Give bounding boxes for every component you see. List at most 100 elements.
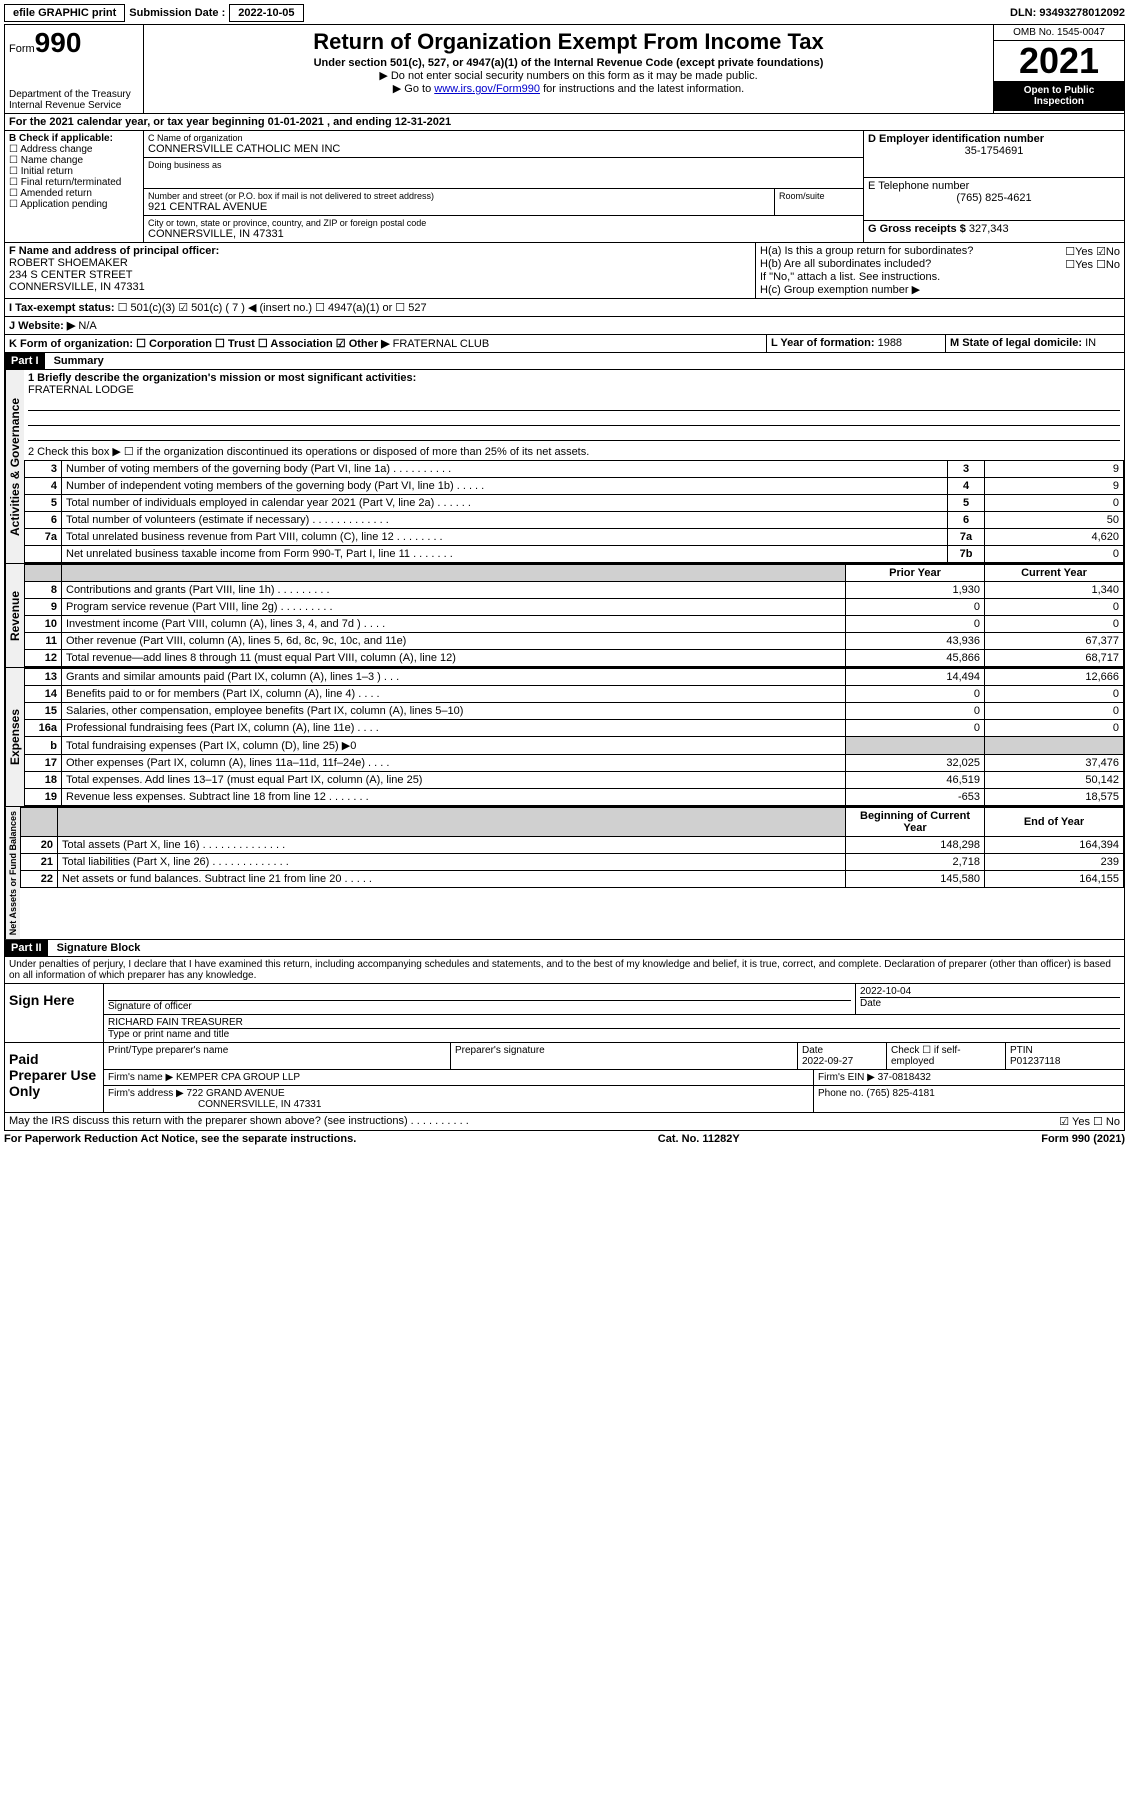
form-title: Return of Organization Exempt From Incom… [148, 29, 989, 55]
section-l-label: L Year of formation: [771, 337, 875, 349]
chk-name[interactable]: Name change [9, 155, 139, 166]
table-row: 11Other revenue (Part VIII, column (A), … [25, 633, 1124, 650]
chk-pending[interactable]: Application pending [9, 199, 139, 210]
table-row: 16aProfessional fundraising fees (Part I… [25, 720, 1124, 737]
period-begin: 01-01-2021 [268, 116, 324, 128]
vlabel-gov: Activities & Governance [5, 370, 24, 563]
period-text: For the 2021 calendar year, or tax year … [9, 116, 268, 128]
street: 921 CENTRAL AVENUE [148, 201, 770, 213]
chk-address[interactable]: Address change [9, 144, 139, 155]
submission-date: 2022-10-05 [229, 4, 303, 22]
org-name: CONNERSVILLE CATHOLIC MEN INC [148, 143, 859, 155]
chk-final[interactable]: Final return/terminated [9, 177, 139, 188]
section-j-label: J Website: ▶ [9, 320, 75, 332]
chk-amended[interactable]: Amended return [9, 188, 139, 199]
activities-governance: Activities & Governance 1 Briefly descri… [4, 370, 1125, 564]
street-label: Number and street (or P.O. box if mail i… [148, 191, 770, 201]
officer-city: CONNERSVILLE, IN 47331 [9, 281, 751, 293]
section-c-label: C Name of organization [148, 133, 859, 143]
firm-addr1: 722 GRAND AVENUE [187, 1088, 285, 1099]
table-row: 21Total liabilities (Part X, line 26) . … [21, 854, 1124, 871]
prep-name-label: Print/Type preparer's name [104, 1043, 451, 1069]
table-row: 7aTotal unrelated business revenue from … [25, 529, 1124, 546]
officer-group-row: F Name and address of principal officer:… [4, 243, 1125, 299]
section-b-label: B Check if applicable: [9, 133, 139, 144]
prep-date-label: Date [802, 1045, 882, 1056]
phone: (765) 825-4621 [868, 192, 1120, 204]
tax-period-row: For the 2021 calendar year, or tax year … [4, 114, 1125, 131]
open-public-1: Open to Public [996, 85, 1122, 96]
officer-printed: RICHARD FAIN TREASURER [108, 1017, 1120, 1028]
table-row: 5Total number of individuals employed in… [25, 495, 1124, 512]
form-word: Form [9, 43, 35, 55]
may-irs-text: May the IRS discuss this return with the… [9, 1115, 469, 1128]
table-header-row: Prior YearCurrent Year [25, 565, 1124, 582]
dln: DLN: 93493278012092 [1010, 7, 1125, 19]
note2-pre: ▶ Go to [393, 83, 434, 95]
form-number: 990 [35, 27, 82, 58]
table-row: 10Investment income (Part VIII, column (… [25, 616, 1124, 633]
section-i-label: I Tax-exempt status: [9, 302, 115, 314]
declaration: Under penalties of perjury, I declare th… [4, 957, 1125, 984]
firm-name: KEMPER CPA GROUP LLP [176, 1072, 300, 1083]
officer-type-label: Type or print name and title [108, 1028, 1120, 1040]
section-k-label: K Form of organization: ☐ Corporation ☐ … [9, 338, 390, 350]
hb-answer: ☐Yes ☐No [1065, 258, 1120, 271]
dln-label: DLN: [1010, 7, 1036, 19]
section-i-opts: ☐ 501(c)(3) ☑ 501(c) ( 7 ) ◀ (insert no.… [118, 302, 427, 314]
table-row: Net unrelated business taxable income fr… [25, 546, 1124, 563]
part1-title: Summary [48, 353, 110, 369]
signature-block: Sign Here Signature of officer 2022-10-0… [4, 984, 1125, 1113]
form-subtitle: Under section 501(c), 527, or 4947(a)(1)… [148, 57, 989, 69]
governance-table: 3Number of voting members of the governi… [24, 460, 1124, 563]
prep-date: 2022-09-27 [802, 1056, 882, 1067]
website-row: J Website: ▶ N/A [4, 317, 1125, 335]
revenue-table: Prior YearCurrent Year8Contributions and… [24, 564, 1124, 667]
may-irs-row: May the IRS discuss this return with the… [4, 1113, 1125, 1131]
prep-sig-label: Preparer's signature [451, 1043, 798, 1069]
ptin: P01237118 [1010, 1056, 1120, 1067]
state-domicile: IN [1085, 337, 1096, 349]
ha-label: H(a) Is this a group return for subordin… [760, 245, 973, 258]
dln-value: 93493278012092 [1039, 7, 1125, 19]
table-row: 9Program service revenue (Part VIII, lin… [25, 599, 1124, 616]
dba-label: Doing business as [148, 160, 859, 170]
table-row: 18Total expenses. Add lines 13–17 (must … [25, 772, 1124, 789]
table-row: 15Salaries, other compensation, employee… [25, 703, 1124, 720]
irs-link[interactable]: www.irs.gov/Form990 [434, 83, 540, 95]
chk-initial[interactable]: Initial return [9, 166, 139, 177]
firm-name-label: Firm's name ▶ [108, 1072, 173, 1083]
section-b: B Check if applicable: Address change Na… [5, 131, 144, 242]
org-form-row: K Form of organization: ☐ Corporation ☐ … [4, 335, 1125, 353]
website-value: N/A [78, 320, 96, 332]
section-m-label: M State of legal domicile: [950, 337, 1082, 349]
vlabel-rev: Revenue [5, 564, 24, 667]
firm-phone-label: Phone no. [818, 1088, 864, 1099]
section-d-label: D Employer identification number [868, 133, 1120, 145]
footer: For Paperwork Reduction Act Notice, see … [4, 1131, 1125, 1147]
sig-date: 2022-10-04 [860, 986, 1120, 997]
table-header-row: Beginning of Current YearEnd of Year [21, 808, 1124, 837]
tax-year: 2021 [994, 41, 1124, 81]
firm-addr2: CONNERSVILLE, IN 47331 [198, 1099, 809, 1110]
efile-button[interactable]: efile GRAPHIC print [4, 4, 125, 22]
note2-post: for instructions and the latest informat… [540, 83, 744, 95]
year-formation: 1988 [878, 337, 902, 349]
tax-status-row: I Tax-exempt status: ☐ 501(c)(3) ☑ 501(c… [4, 299, 1125, 317]
section-g-label: G Gross receipts $ [868, 223, 966, 235]
table-row: 12Total revenue—add lines 8 through 11 (… [25, 650, 1124, 667]
table-row: 17Other expenses (Part IX, column (A), l… [25, 755, 1124, 772]
submission-label: Submission Date : [129, 7, 225, 19]
section-k-value: FRATERNAL CLUB [393, 338, 490, 350]
dept-treasury: Department of the Treasury [9, 89, 139, 100]
sign-here-label: Sign Here [5, 984, 104, 1042]
officer-street: 234 S CENTER STREET [9, 269, 751, 281]
line2: 2 Check this box ▶ ☐ if the organization… [24, 443, 1124, 460]
table-row: 3Number of voting members of the governi… [25, 461, 1124, 478]
period-end: 12-31-2021 [395, 116, 451, 128]
irs: Internal Revenue Service [9, 100, 139, 111]
check-self[interactable]: Check ☐ if self-employed [887, 1043, 1006, 1069]
ha-answer: ☐Yes ☑No [1065, 245, 1120, 258]
table-row: bTotal fundraising expenses (Part IX, co… [25, 737, 1124, 755]
table-row: 8Contributions and grants (Part VIII, li… [25, 582, 1124, 599]
